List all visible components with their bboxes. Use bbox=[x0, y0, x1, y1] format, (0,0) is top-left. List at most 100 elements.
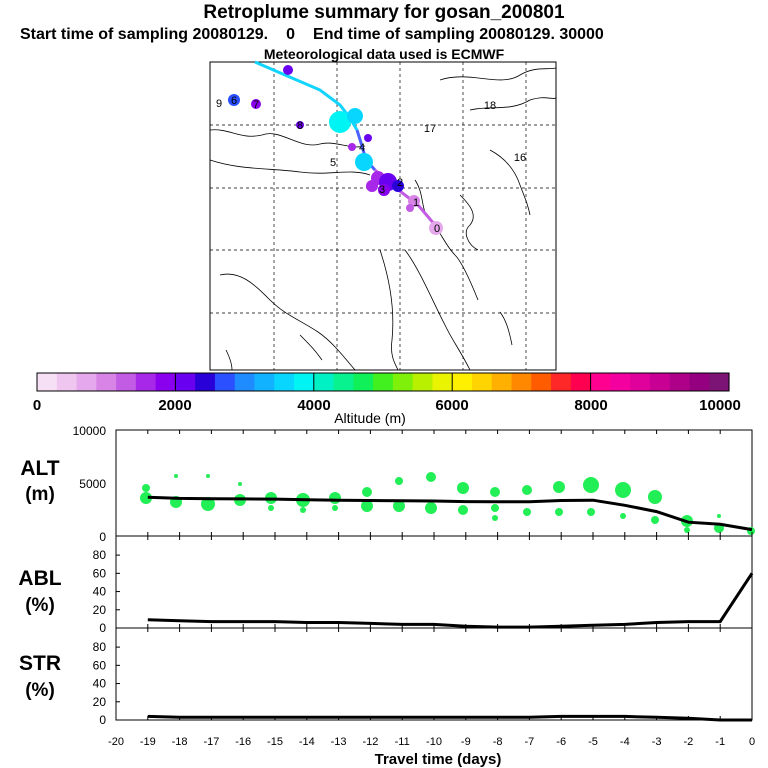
day-label-7: 7 bbox=[253, 99, 259, 111]
alt-ytick-5000: 5000 bbox=[79, 477, 106, 491]
str-yticks: 0 20 40 60 80 bbox=[93, 640, 120, 727]
str-yunit: (%) bbox=[25, 680, 55, 701]
alt-series-line bbox=[147, 495, 753, 532]
day-label-8: 8 bbox=[297, 120, 303, 132]
colorbar-swatch bbox=[96, 373, 117, 391]
xtick-label: -16 bbox=[235, 736, 251, 748]
day-label-18: 18 bbox=[484, 100, 496, 112]
day-label-17: 17 bbox=[424, 123, 436, 135]
colorbar-swatch bbox=[412, 373, 434, 391]
map-coastlines bbox=[209, 67, 557, 371]
met-data-label: Meteorological data used is ECMWF bbox=[263, 46, 505, 62]
ytick-label: 40 bbox=[93, 585, 107, 599]
colorbar: 0 2000 4000 6000 8000 10000 Altitude (m) bbox=[33, 372, 741, 426]
colorbar-swatch bbox=[195, 373, 216, 391]
colorbar-swatch bbox=[590, 373, 611, 391]
str-line bbox=[147, 714, 752, 722]
xtick-label: -14 bbox=[299, 736, 315, 748]
x-axis-title: Travel time (days) bbox=[375, 751, 502, 768]
map-gridlines bbox=[210, 62, 556, 370]
colorbar-swatch bbox=[313, 373, 335, 391]
colorbar-swatch bbox=[709, 373, 730, 391]
colorbar-swatch bbox=[452, 373, 473, 391]
xtick-label: -7 bbox=[525, 736, 535, 748]
alt-ylabel: ALT bbox=[20, 457, 59, 480]
xtick-label: -6 bbox=[556, 736, 566, 748]
trajectory-markers bbox=[228, 65, 443, 235]
day-label-9: 9 bbox=[216, 98, 222, 110]
colorbar-tick-6000: 6000 bbox=[435, 397, 468, 414]
alt-xticks bbox=[115, 430, 753, 536]
ytick-label: 20 bbox=[93, 603, 107, 617]
colorbar-swatch bbox=[116, 373, 137, 391]
xtick-label: -15 bbox=[267, 736, 283, 748]
colorbar-tick-0: 0 bbox=[33, 397, 41, 414]
start-time-label: Start time of sampling 20080129. bbox=[20, 26, 269, 43]
ytick-label: 0 bbox=[99, 713, 106, 727]
ytick-label: 80 bbox=[93, 548, 107, 562]
colorbar-swatch bbox=[234, 373, 256, 391]
day-label-2: 2 bbox=[397, 177, 403, 189]
colorbar-swatch bbox=[76, 373, 97, 391]
ytick-label: 20 bbox=[93, 695, 107, 709]
colorbar-swatch bbox=[511, 373, 532, 391]
trajectory-lines bbox=[254, 60, 437, 226]
colorbar-swatch bbox=[333, 373, 354, 391]
xtick-label: -8 bbox=[493, 736, 503, 748]
start-time-value: 0 bbox=[286, 26, 296, 43]
day-label-3: 3 bbox=[379, 184, 385, 196]
day-label-5: 5 bbox=[330, 157, 336, 169]
xtick-label: -12 bbox=[362, 736, 378, 748]
colorbar-swatch bbox=[649, 373, 671, 391]
colorbar-swatch bbox=[689, 373, 710, 391]
ytick-label: 0 bbox=[99, 621, 106, 635]
abl-yunit: (%) bbox=[25, 595, 55, 616]
colorbar-swatch bbox=[37, 373, 58, 391]
colorbar-swatch bbox=[214, 373, 236, 391]
panel-abl: ABL (%) 0 20 40 60 80 bbox=[18, 535, 754, 635]
day-label-6: 6 bbox=[231, 95, 237, 107]
day-label-16: 16 bbox=[514, 152, 526, 164]
abl-series-line bbox=[147, 572, 754, 629]
colorbar-tick-4000: 4000 bbox=[297, 397, 330, 414]
colorbar-swatch bbox=[294, 373, 315, 391]
colorbar-swatch bbox=[610, 373, 631, 391]
colorbar-tick-8000: 8000 bbox=[574, 397, 607, 414]
xtick-label: -4 bbox=[620, 736, 630, 748]
colorbar-tick-2000: 2000 bbox=[158, 397, 191, 414]
xtick-label: -10 bbox=[426, 736, 442, 748]
colorbar-swatch bbox=[373, 373, 394, 391]
xtick-label: -1 bbox=[715, 736, 725, 748]
colorbar-swatch bbox=[432, 373, 453, 391]
ytick-label: 60 bbox=[93, 566, 107, 580]
colorbar-swatch bbox=[135, 373, 157, 391]
alt-yunit: (m) bbox=[25, 484, 55, 505]
alt-ytick-0: 0 bbox=[99, 530, 106, 544]
colorbar-swatch bbox=[353, 373, 374, 391]
page-title: Retroplume summary for gosan_200801 bbox=[203, 2, 565, 23]
colorbar-dividers bbox=[174, 373, 592, 391]
panel-alt: ALT (m) 0 5000 10000 bbox=[20, 424, 755, 544]
colorbar-swatch bbox=[392, 373, 414, 391]
colorbar-swatch bbox=[155, 373, 176, 391]
xtick-label: -20 bbox=[108, 736, 124, 748]
colorbar-swatches bbox=[37, 373, 730, 391]
str-series-line bbox=[147, 714, 752, 722]
x-tick-labels: -20 -19 -18 -17 -16 -15 -14 -13 -12 -11 -10 -9 -8 -7-… bbox=[108, 736, 755, 748]
colorbar-swatch bbox=[551, 373, 572, 391]
xtick-label: -18 bbox=[172, 736, 188, 748]
str-ylabel: STR bbox=[19, 652, 61, 675]
xtick-label: -13 bbox=[331, 736, 347, 748]
sampling-times: Start time of sampling 20080129. 0 End tim… bbox=[20, 26, 622, 44]
xtick-label: -11 bbox=[395, 736, 410, 748]
ytick-label: 40 bbox=[93, 677, 107, 691]
colorbar-swatch bbox=[669, 373, 691, 391]
xtick-label: -9 bbox=[461, 736, 471, 748]
ytick-label: 60 bbox=[93, 658, 107, 672]
alt-ytick-10000: 10000 bbox=[73, 424, 107, 438]
abl-line bbox=[147, 572, 754, 629]
str-xticks bbox=[115, 628, 753, 720]
abl-yticks: 0 20 40 60 80 bbox=[93, 548, 120, 635]
xtick-label: 0 bbox=[749, 736, 755, 748]
